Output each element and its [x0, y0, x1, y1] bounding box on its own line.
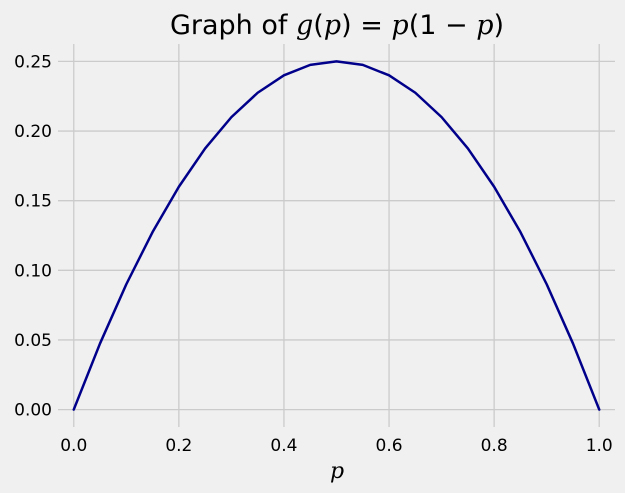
x-gridlines — [73, 44, 600, 427]
y-tick-label: 0.05 — [14, 331, 52, 351]
chart-title-g: g — [296, 10, 313, 41]
chart-title-close-eq: ) = — [341, 10, 391, 41]
x-tick-label: 0.8 — [481, 436, 508, 456]
x-tick-labels: 0.0 0.2 0.4 0.6 0.8 1.0 — [60, 436, 613, 456]
y-tick-label: 0.10 — [14, 261, 52, 281]
chart-title-close2: ) — [494, 10, 505, 41]
chart-title-prefix: Graph of — [170, 10, 296, 41]
y-tick-label: 0.25 — [14, 52, 52, 72]
chart-title: Graph of g(p) = p(1 − p) — [170, 10, 504, 41]
x-tick-label: 1.0 — [586, 436, 613, 456]
y-tick-label: 0.15 — [14, 192, 52, 212]
y-tick-label: 0.00 — [14, 401, 52, 421]
y-tick-labels: 0.00 0.05 0.10 0.15 0.20 0.25 — [14, 52, 52, 420]
x-tick-label: 0.4 — [270, 436, 297, 456]
y-gridlines — [58, 60, 615, 411]
x-tick-label: 0.0 — [60, 436, 87, 456]
series-line — [72, 60, 601, 411]
y-tick-label: 0.20 — [14, 122, 52, 142]
chart-title-p3: p — [476, 10, 493, 41]
x-tick-label: 0.6 — [376, 436, 403, 456]
chart-title-p2: p — [391, 10, 408, 41]
x-tick-label: 0.2 — [165, 436, 192, 456]
chart-title-open2: (1 − — [409, 10, 477, 41]
x-axis-label: p — [330, 459, 344, 484]
chart-title-p1: p — [324, 10, 341, 41]
chart-title-open1: ( — [313, 10, 324, 41]
